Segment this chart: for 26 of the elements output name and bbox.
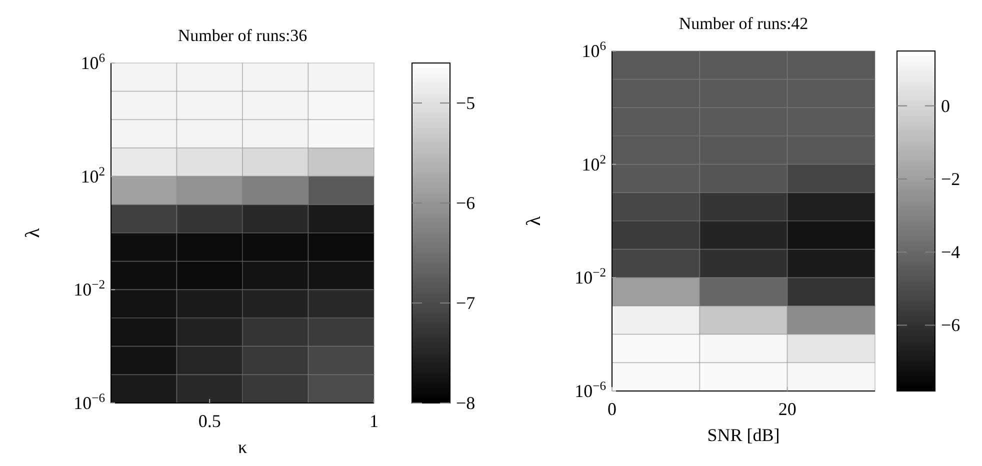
x-tick-label: 20 [778, 399, 796, 419]
color-bar-label: 0 [941, 96, 950, 116]
chart-title: Number of runs:36 [178, 26, 308, 45]
y-tick-label: 10$^{6}$ [582, 39, 606, 61]
color-bar-label: −6 [941, 315, 960, 336]
y-tick-label: 10$^{−6}$ [74, 391, 105, 413]
color-bar-label: −2 [941, 168, 960, 189]
color-bar-label: −7 [456, 293, 476, 313]
y-tick-label: 10$^{−2}$ [574, 266, 606, 288]
y-axis-title: λ [523, 216, 545, 226]
color-bar-label: −8 [456, 393, 476, 413]
chart-title: Number of runs:42 [678, 14, 808, 33]
x-tick-label: 0 [608, 399, 616, 419]
y-axis-title: λ [22, 228, 44, 238]
x-axis-title: SNR [dB] [707, 425, 780, 445]
y-tick-label: 10$^{−6}$ [574, 379, 606, 401]
y-tick-label: 10$^{6}$ [80, 51, 105, 73]
color-bar-label: −6 [456, 193, 476, 213]
y-tick-label: 10$^{−2}$ [74, 278, 105, 300]
x-tick-label: 0.5 [198, 411, 221, 431]
x-axis-title: κ [238, 437, 248, 457]
color-bar-label: −5 [456, 93, 476, 113]
color-bar-label: −4 [941, 242, 960, 262]
y-tick-label: 10$^{2}$ [80, 164, 105, 186]
y-tick-label: 10$^{2}$ [582, 152, 606, 174]
x-tick-label: 1 [370, 411, 378, 431]
